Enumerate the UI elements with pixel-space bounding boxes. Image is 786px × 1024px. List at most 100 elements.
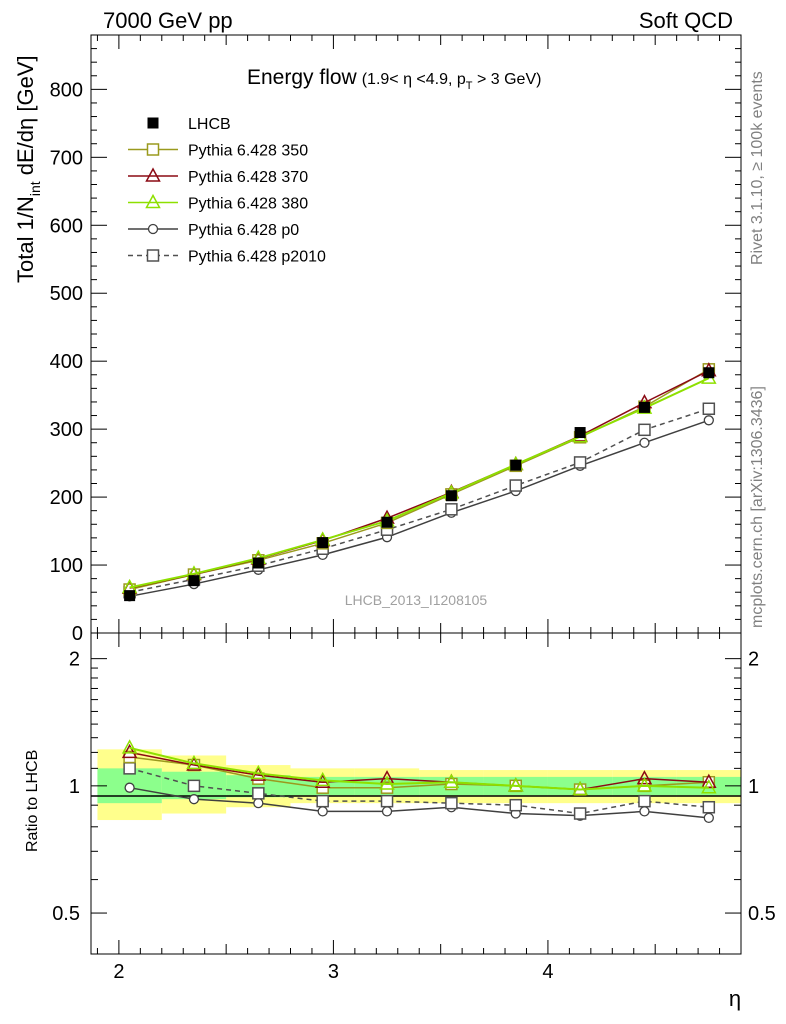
ratio-series-layer [121, 739, 717, 823]
y-tick-label: 400 [50, 351, 83, 373]
legend-label-p0: Pythia 6.428 p0 [188, 222, 299, 239]
ratio-line-p370 [129, 751, 709, 791]
ratio-point-p380 [443, 773, 460, 788]
ratio-point-p0 [703, 812, 714, 823]
legend-label-p350: Pythia 6.428 350 [188, 143, 308, 160]
ratio-point-p2010 [702, 800, 716, 814]
ratio-point-p380 [701, 779, 717, 794]
ylabel-subscript: int [27, 181, 43, 196]
plot-title: Energy flow (1.9< η <4.9, pT > 3 GeV) [247, 66, 541, 92]
x-tick-label: 4 [542, 961, 553, 983]
series-line-p370 [129, 370, 710, 589]
data-point-p2010 [445, 503, 458, 516]
ratio-point-p0 [124, 782, 135, 793]
data-point-lhcb [445, 490, 457, 502]
plot-title-cond-sub: T [466, 80, 473, 92]
ratio-point-p380 [636, 777, 653, 792]
ratio-line-p2010 [129, 767, 709, 815]
ratio-point-p0 [253, 798, 264, 809]
x-tick-label: 2 [113, 961, 124, 983]
header-left: 7000 GeV pp [103, 8, 233, 33]
ratio-point-p380 [250, 764, 267, 780]
main-y-axis-label: Total 1/Nint dE/dη [GeV] [13, 55, 43, 283]
ratio-point-p2010 [638, 794, 651, 808]
legend-label-lhcb: LHCB [188, 116, 231, 133]
ratio-tick-label: 2 [69, 649, 80, 671]
ratio-tick-label: 1 [69, 776, 80, 798]
ratio-point-p380 [186, 754, 202, 770]
ratio-point-p2010 [187, 779, 201, 793]
y-tick-label: 600 [50, 215, 83, 237]
y-tick-label: 200 [50, 487, 83, 509]
y-tick-label: 100 [50, 555, 83, 577]
ratio-line-p0 [129, 786, 709, 819]
ratio-point-p0 [317, 806, 328, 817]
ratio-y-axis-label: Ratio to LHCB [24, 750, 41, 852]
series-line-p350 [129, 368, 710, 591]
legend-marker-p380 [145, 193, 161, 209]
data-point-p2010 [702, 402, 716, 415]
legend-marker-p370 [145, 167, 161, 182]
ratio-point-p380 [121, 739, 138, 754]
data-point-lhcb [317, 537, 329, 549]
data-point-p0 [639, 437, 650, 448]
legend-marker-p350 [146, 143, 160, 156]
ratio-point-p0 [381, 806, 393, 817]
ratio-tick-label-right: 2 [748, 649, 759, 671]
plot-title-main: Energy flow [247, 66, 358, 89]
legend-marker-p2010 [146, 249, 160, 262]
ratio-point-p2010 [316, 794, 329, 808]
ratio-point-p370 [121, 743, 138, 759]
plot-title-cond-a: (1.9< η <4.9, p [362, 71, 466, 88]
ylabel-part-a: Total 1/N [13, 196, 38, 283]
data-point-lhcb [574, 427, 586, 439]
data-point-lhcb [638, 401, 650, 413]
y-tick-label: 800 [50, 79, 83, 101]
legend-label-p2010: Pythia 6.428 p2010 [188, 249, 326, 266]
data-point-lhcb [188, 575, 200, 587]
ratio-line-p380 [129, 746, 709, 791]
x-axis-label: η [729, 986, 741, 1011]
series-line-p380 [129, 377, 710, 589]
axis-ticks: 2 3 4 0 100 200 300 400 500 600 700 800 0.5 0.5 1 1 2 2 [50, 34, 776, 983]
ratio-tick-label-right: 1 [748, 776, 759, 798]
ratio-point-p2010 [573, 807, 587, 820]
ratio-point-p0 [188, 794, 200, 805]
y-tick-label: 500 [50, 283, 83, 305]
legend-marker-lhcb [147, 117, 159, 129]
y-tick-label: 300 [50, 419, 83, 441]
ratio-point-p380 [507, 777, 524, 792]
legend-label-p370: Pythia 6.428 370 [188, 169, 308, 186]
ratio-point-p2010 [123, 762, 136, 775]
ratio-point-p0 [639, 806, 650, 817]
series-line-p2010 [129, 408, 710, 593]
data-point-lhcb [124, 590, 136, 602]
ratio-point-p380 [379, 775, 395, 790]
ratio-point-p380 [314, 771, 331, 787]
header-right: Soft QCD [639, 8, 733, 33]
legend-marker-p0 [147, 223, 159, 235]
data-point-lhcb [252, 557, 264, 569]
data-point-p2010 [638, 423, 651, 437]
legend: LHCB Pythia 6.428 350 Pythia 6.428 370 Pyth… [128, 116, 326, 266]
series-line-p0 [129, 419, 710, 598]
ratio-tick-label: 0.5 [52, 903, 80, 925]
ratio-point-p380 [572, 780, 588, 796]
main-series-layer [121, 362, 717, 602]
ylabel-part-b: dE/dη [GeV] [13, 55, 38, 181]
x-tick-label: 3 [328, 961, 339, 983]
data-point-lhcb [510, 459, 522, 471]
analysis-watermark: LHCB_2013_I1208105 [345, 592, 488, 608]
rivet-label: Rivet 3.1.10, ≥ 100k events [749, 71, 766, 265]
data-point-lhcb [381, 516, 393, 528]
data-point-p2010 [573, 456, 587, 469]
y-tick-label: 700 [50, 147, 83, 169]
y-tick-label: 0 [72, 623, 83, 645]
data-point-p0 [703, 415, 714, 426]
ratio-point-p2010 [380, 794, 394, 808]
ratio-point-p2010 [445, 796, 458, 810]
ratio-point-p2010 [509, 798, 523, 812]
mcplots-label: mcplots.cern.ch [arXiv:1306.3436] [749, 386, 766, 628]
ratio-point-p370 [636, 770, 653, 785]
